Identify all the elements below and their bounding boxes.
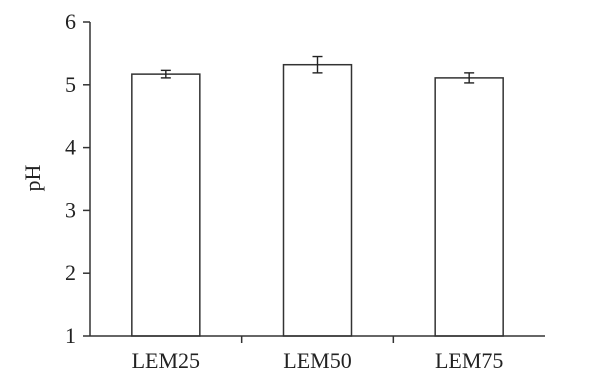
error-bar-lem75 [464, 72, 475, 84]
x-axis-ticks: LEM25 LEM50 LEM75 [132, 336, 503, 373]
y-tick-label: 5 [65, 72, 76, 97]
bar-lem50 [282, 63, 353, 337]
y-tick-label: 1 [65, 323, 76, 348]
y-tick-label: 4 [65, 135, 76, 160]
bars [131, 55, 504, 337]
error-bar-lem25 [160, 69, 171, 79]
y-axis-title: pH [20, 164, 45, 191]
y-tick-label: 3 [65, 197, 76, 222]
x-tick-label: LEM50 [283, 348, 351, 373]
y-axis-ticks: 1 2 3 4 5 6 [65, 9, 90, 348]
bar-lem25 [131, 73, 201, 337]
y-tick-label: 2 [65, 260, 76, 285]
error-bar-lem50 [312, 55, 323, 74]
x-tick-label: LEM25 [132, 348, 200, 373]
bar-lem75 [434, 77, 504, 337]
y-tick-label: 6 [65, 9, 76, 34]
x-tick-label: LEM75 [435, 348, 503, 373]
